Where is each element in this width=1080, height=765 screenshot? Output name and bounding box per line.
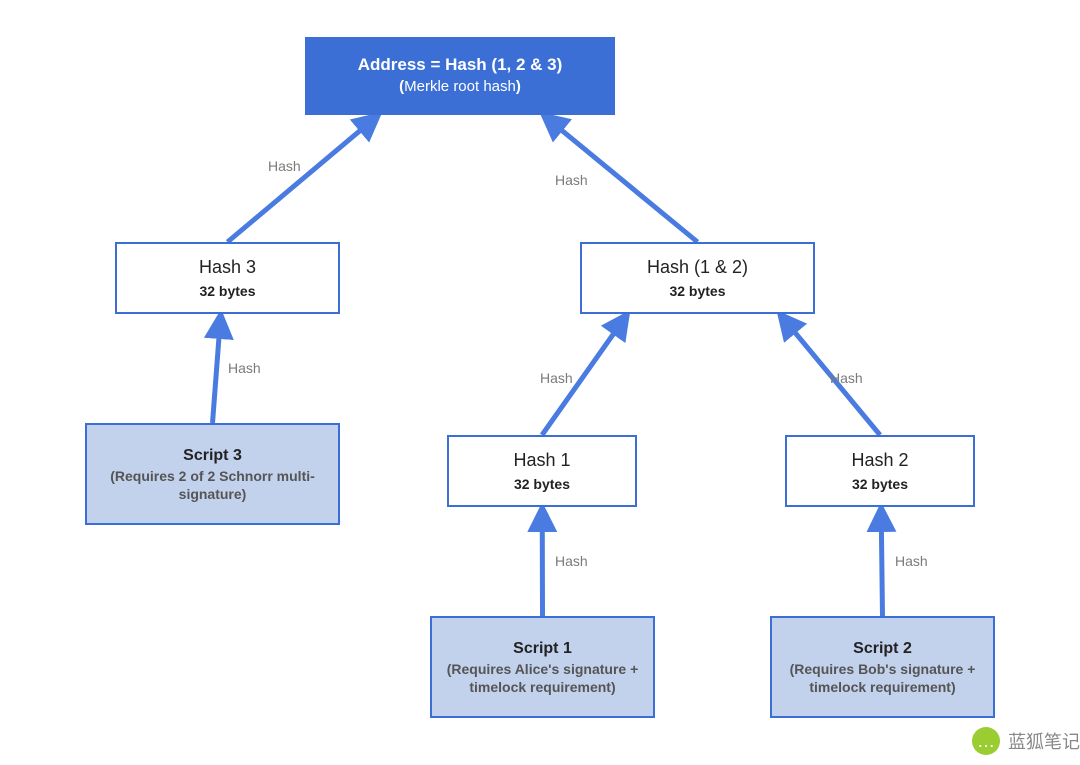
script1-title: Script 1 (513, 638, 572, 660)
root-line1: Address = Hash (1, 2 & 3) (358, 54, 563, 77)
script1-node: Script 1 (Requires Alice's signature + t… (430, 616, 655, 718)
root-line2: (Merkle root hash) (399, 77, 521, 97)
script1-detail: (Requires Alice's signature + timelock r… (442, 661, 643, 696)
edge-label-hash1-hash12: Hash (540, 370, 573, 386)
hash12-title: Hash (1 & 2) (647, 255, 748, 279)
edge-label-hash2-hash12: Hash (830, 370, 863, 386)
script2-node: Script 2 (Requires Bob's signature + tim… (770, 616, 995, 718)
root-node: Address = Hash (1, 2 & 3) (Merkle root h… (305, 37, 615, 115)
edge-label-script3-hash3: Hash (228, 360, 261, 376)
edge-label-script2-hash2: Hash (895, 553, 928, 569)
script2-title: Script 2 (853, 638, 912, 660)
watermark-text: 蓝狐笔记 (1008, 728, 1080, 754)
script2-detail: (Requires Bob's signature + timelock req… (782, 661, 983, 696)
edge-label-hash12-root: Hash (555, 172, 588, 188)
script3-title: Script 3 (183, 445, 242, 467)
hash12-sub: 32 bytes (669, 282, 725, 301)
hash1-node: Hash 1 32 bytes (447, 435, 637, 507)
script3-detail: (Requires 2 of 2 Schnorr multi-signature… (97, 468, 328, 503)
hash2-node: Hash 2 32 bytes (785, 435, 975, 507)
edge-label-hash3-root: Hash (268, 158, 301, 174)
watermark: … 蓝狐笔记 (972, 727, 1080, 755)
watermark-icon: … (972, 727, 1000, 755)
hash3-node: Hash 3 32 bytes (115, 242, 340, 314)
hash3-title: Hash 3 (199, 255, 256, 279)
hash1-sub: 32 bytes (514, 475, 570, 494)
hash12-node: Hash (1 & 2) 32 bytes (580, 242, 815, 314)
hash3-sub: 32 bytes (199, 282, 255, 301)
hash2-sub: 32 bytes (852, 475, 908, 494)
script3-node: Script 3 (Requires 2 of 2 Schnorr multi-… (85, 423, 340, 525)
edge-label-script1-hash1: Hash (555, 553, 588, 569)
hash1-title: Hash 1 (513, 448, 570, 472)
hash2-title: Hash 2 (851, 448, 908, 472)
